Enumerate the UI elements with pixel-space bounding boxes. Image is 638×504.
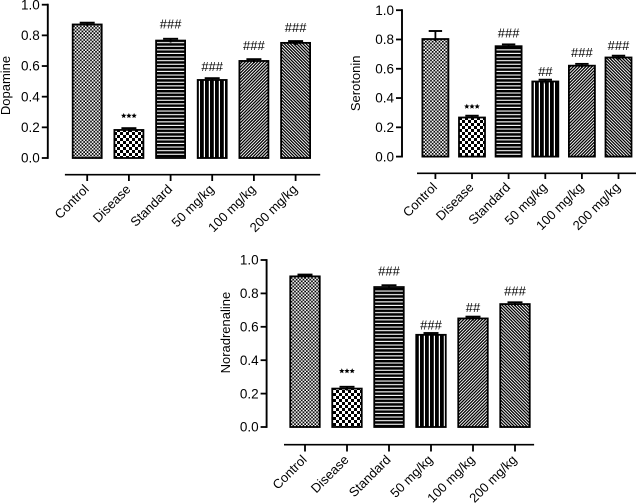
svg-text:###: ### — [420, 318, 442, 333]
svg-text:###: ### — [498, 26, 520, 41]
svg-text:###: ### — [243, 38, 265, 53]
svg-text:1.0: 1.0 — [375, 3, 394, 18]
svg-text:Control: Control — [269, 452, 309, 492]
svg-text:Standard: Standard — [346, 452, 394, 500]
svg-text:0.4: 0.4 — [240, 353, 259, 368]
svg-text:0.2: 0.2 — [21, 120, 40, 135]
svg-text:###: ### — [571, 45, 593, 60]
svg-text:0.2: 0.2 — [375, 120, 394, 135]
svg-text:0.0: 0.0 — [375, 149, 394, 164]
svg-text:##: ## — [466, 300, 481, 315]
svg-text:0.6: 0.6 — [240, 320, 259, 335]
svg-text:###: ### — [504, 284, 526, 299]
svg-text:0.6: 0.6 — [21, 59, 40, 74]
svg-text:0.2: 0.2 — [240, 386, 259, 401]
svg-text:Noradrenaline: Noradrenaline — [218, 292, 233, 374]
svg-text:0.0: 0.0 — [21, 151, 40, 166]
svg-text:0.6: 0.6 — [375, 61, 394, 76]
svg-text:0.8: 0.8 — [240, 286, 259, 301]
svg-text:Serotonin: Serotonin — [348, 55, 363, 111]
svg-text:Control: Control — [52, 181, 92, 221]
svg-text:0.4: 0.4 — [21, 89, 40, 104]
svg-text:###: ### — [285, 20, 307, 35]
svg-text:###: ### — [608, 38, 630, 53]
svg-text:0.8: 0.8 — [375, 32, 394, 47]
svg-text:0.0: 0.0 — [240, 420, 259, 435]
svg-text:###: ### — [160, 17, 182, 32]
svg-text:0.8: 0.8 — [21, 28, 40, 43]
svg-text:0.4: 0.4 — [375, 91, 394, 106]
svg-text:1.0: 1.0 — [21, 0, 40, 12]
svg-text:Standard: Standard — [127, 182, 175, 230]
svg-text:Dopamine: Dopamine — [0, 56, 13, 115]
svg-text:##: ## — [538, 64, 553, 79]
svg-text:1.0: 1.0 — [240, 253, 259, 268]
svg-text:###: ### — [378, 264, 400, 279]
svg-text:###: ### — [201, 59, 223, 74]
